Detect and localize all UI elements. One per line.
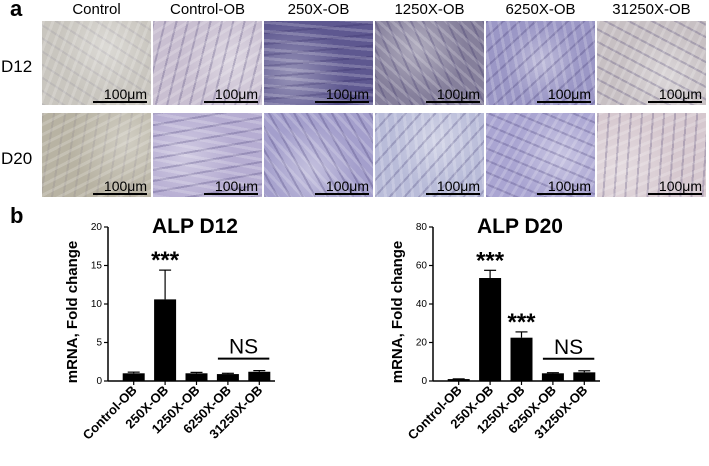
bar: [216, 374, 239, 381]
y-axis-label: mRNA, Fold change: [64, 241, 81, 384]
scale-bar: [537, 101, 591, 103]
micrograph-d20-250x-ob: 100μm: [264, 113, 373, 197]
micrograph-d20-31250x-ob: 100μm: [597, 113, 706, 197]
bar: [479, 278, 502, 381]
y-tick-label: 10: [91, 299, 103, 310]
micrograph-d12-1250x-ob: 100μm: [375, 21, 484, 105]
column-header: 6250X-OB: [505, 1, 576, 18]
scale-bar: [537, 193, 591, 195]
significance-marker: ***: [507, 309, 536, 336]
micrograph-d20-control: 100μm: [42, 113, 151, 197]
bar: [185, 373, 208, 381]
bar: [510, 337, 533, 381]
y-tick-label: 0: [421, 376, 427, 387]
scale-bar: [315, 101, 369, 103]
micrograph-d20-1250x-ob: 100μm: [375, 113, 484, 197]
y-tick-label: 5: [96, 338, 102, 349]
y-tick-label: 0: [96, 376, 102, 387]
scale-bar-label: 100μm: [658, 178, 702, 194]
scale-bar: [204, 193, 258, 195]
scale-bar-label: 100μm: [214, 178, 258, 194]
chart-title: ALP D12: [152, 215, 238, 238]
y-tick-label: 40: [416, 299, 428, 310]
bar: [447, 379, 470, 381]
scale-bar: [648, 193, 702, 195]
bar: [122, 373, 145, 381]
scale-bar-label: 100μm: [325, 86, 369, 102]
scale-bar: [426, 101, 480, 103]
scale-bar: [93, 101, 147, 103]
bar: [573, 372, 596, 381]
column-header: Control: [72, 1, 121, 18]
scale-bar: [426, 193, 480, 195]
bar: [154, 299, 177, 381]
scale-bar-label: 100μm: [103, 86, 147, 102]
scale-bar: [315, 193, 369, 195]
scale-bar: [648, 101, 702, 103]
micrograph-d12-250x-ob: 100μm: [264, 21, 373, 105]
column-header: Control-OB: [169, 1, 246, 18]
significance-marker: ***: [476, 247, 505, 274]
chart-title: ALP D20: [477, 215, 563, 238]
y-tick-label: 20: [416, 338, 428, 349]
column-header: 250X-OB: [287, 1, 350, 18]
y-axis-label: mRNA, Fold change: [389, 241, 406, 384]
micrograph-d12-control: 100μm: [42, 21, 151, 105]
y-tick-label: 60: [416, 261, 428, 272]
row-label-d20: D20: [1, 149, 33, 168]
scale-bar: [204, 101, 258, 103]
y-tick-label: 80: [416, 222, 428, 233]
bar: [248, 371, 271, 381]
significance-marker: ***: [151, 247, 180, 274]
scale-bar-label: 100μm: [436, 86, 480, 102]
y-tick-label: 20: [91, 222, 103, 233]
column-header: 31250X-OB: [612, 1, 691, 18]
micrograph-d20-control-ob: 100μm: [153, 113, 262, 197]
ns-label: NS: [229, 336, 258, 359]
scale-bar-label: 100μm: [325, 178, 369, 194]
panel-a-letter: a: [10, 0, 23, 21]
panel-b-letter: b: [10, 203, 24, 228]
scale-bar-label: 100μm: [214, 86, 258, 102]
micrograph-d12-control-ob: 100μm: [153, 21, 262, 105]
ns-label: NS: [554, 336, 583, 359]
scale-bar-label: 100μm: [436, 178, 480, 194]
row-label-d12: D12: [1, 57, 33, 76]
y-tick-label: 15: [91, 261, 103, 272]
bar: [541, 373, 564, 381]
scale-bar-label: 100μm: [547, 86, 591, 102]
column-header: 1250X-OB: [394, 1, 465, 18]
scale-bar-label: 100μm: [547, 178, 591, 194]
micrograph-d20-6250x-ob: 100μm: [486, 113, 595, 197]
micrograph-d12-6250x-ob: 100μm: [486, 21, 595, 105]
scale-bar: [93, 193, 147, 195]
micrograph-d12-31250x-ob: 100μm: [597, 21, 706, 105]
scale-bar-label: 100μm: [658, 86, 702, 102]
scale-bar-label: 100μm: [103, 178, 147, 194]
